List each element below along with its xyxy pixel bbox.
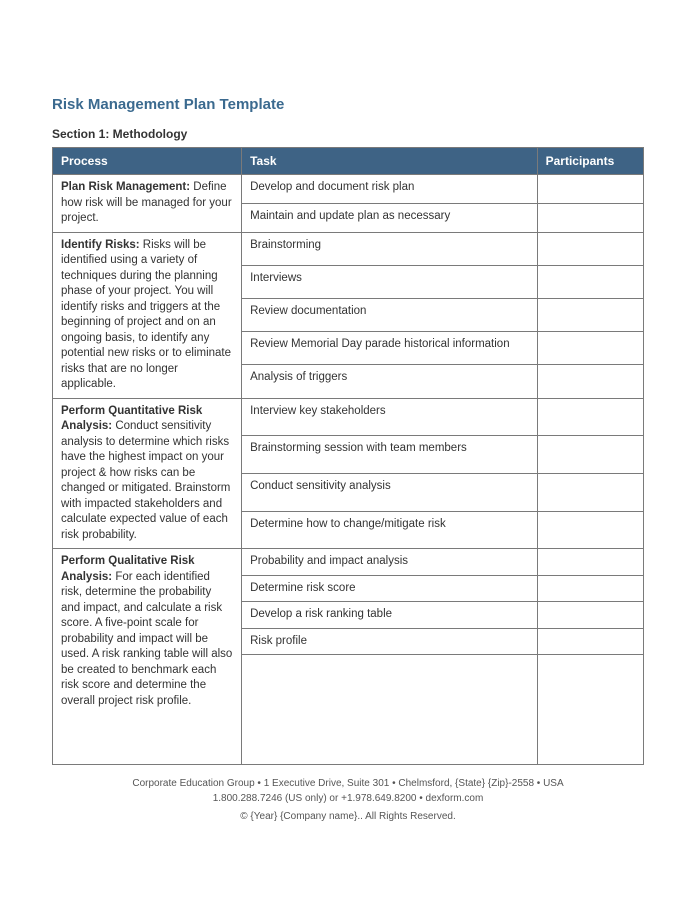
participants-cell-empty [537, 655, 643, 765]
process-cell: Perform Qualitative Risk Analysis: For e… [53, 549, 242, 765]
participants-cell [537, 628, 643, 655]
task-cell: Develop a risk ranking table [242, 602, 538, 629]
process-label: Identify Risks: [61, 239, 140, 251]
footer: Corporate Education Group • 1 Executive … [52, 777, 644, 825]
process-desc: Risks will be identified using a variety… [61, 239, 231, 391]
task-cell-empty [242, 655, 538, 765]
table-row: Perform Quantitative Risk Analysis: Cond… [53, 398, 644, 436]
task-cell: Develop and document risk plan [242, 175, 538, 204]
task-cell: Risk profile [242, 628, 538, 655]
footer-line-1: Corporate Education Group • 1 Executive … [52, 777, 644, 792]
process-cell: Perform Quantitative Risk Analysis: Cond… [53, 398, 242, 549]
table-row: Perform Qualitative Risk Analysis: For e… [53, 549, 644, 576]
participants-cell [537, 549, 643, 576]
col-header-process: Process [53, 148, 242, 175]
participants-cell [537, 436, 643, 474]
task-cell: Probability and impact analysis [242, 549, 538, 576]
participants-cell [537, 265, 643, 298]
table-row: Plan Risk Management: Define how risk wi… [53, 175, 644, 204]
participants-cell [537, 332, 643, 365]
participants-cell [537, 203, 643, 232]
participants-cell [537, 298, 643, 331]
methodology-table: Process Task Participants Plan Risk Mana… [52, 147, 644, 765]
table-header-row: Process Task Participants [53, 148, 644, 175]
task-cell: Interviews [242, 265, 538, 298]
task-cell: Determine how to change/mitigate risk [242, 511, 538, 549]
document-title: Risk Management Plan Template [52, 96, 644, 113]
task-cell: Determine risk score [242, 575, 538, 602]
table-row: Identify Risks: Risks will be identified… [53, 232, 644, 265]
participants-cell [537, 511, 643, 549]
footer-line-2: 1.800.288.7246 (US only) or +1.978.649.8… [52, 792, 644, 807]
participants-cell [537, 575, 643, 602]
col-header-task: Task [242, 148, 538, 175]
participants-cell [537, 602, 643, 629]
col-header-participants: Participants [537, 148, 643, 175]
participants-cell [537, 365, 643, 398]
process-desc: For each identified risk, determine the … [61, 571, 232, 707]
task-cell: Brainstorming [242, 232, 538, 265]
participants-cell [537, 398, 643, 436]
task-cell: Maintain and update plan as necessary [242, 203, 538, 232]
process-label: Plan Risk Management: [61, 181, 190, 193]
task-cell: Conduct sensitivity analysis [242, 474, 538, 512]
task-cell: Brainstorming session with team members [242, 436, 538, 474]
task-cell: Review Memorial Day parade historical in… [242, 332, 538, 365]
task-cell: Review documentation [242, 298, 538, 331]
process-desc: Conduct sensitivity analysis to determin… [61, 420, 230, 541]
participants-cell [537, 232, 643, 265]
process-cell: Identify Risks: Risks will be identified… [53, 232, 242, 398]
participants-cell [537, 175, 643, 204]
footer-line-3: © {Year} {Company name}.. All Rights Res… [52, 810, 644, 825]
task-cell: Interview key stakeholders [242, 398, 538, 436]
page: Risk Management Plan Template Section 1:… [0, 0, 696, 849]
section-title: Section 1: Methodology [52, 127, 644, 141]
process-cell: Plan Risk Management: Define how risk wi… [53, 175, 242, 233]
participants-cell [537, 474, 643, 512]
task-cell: Analysis of triggers [242, 365, 538, 398]
